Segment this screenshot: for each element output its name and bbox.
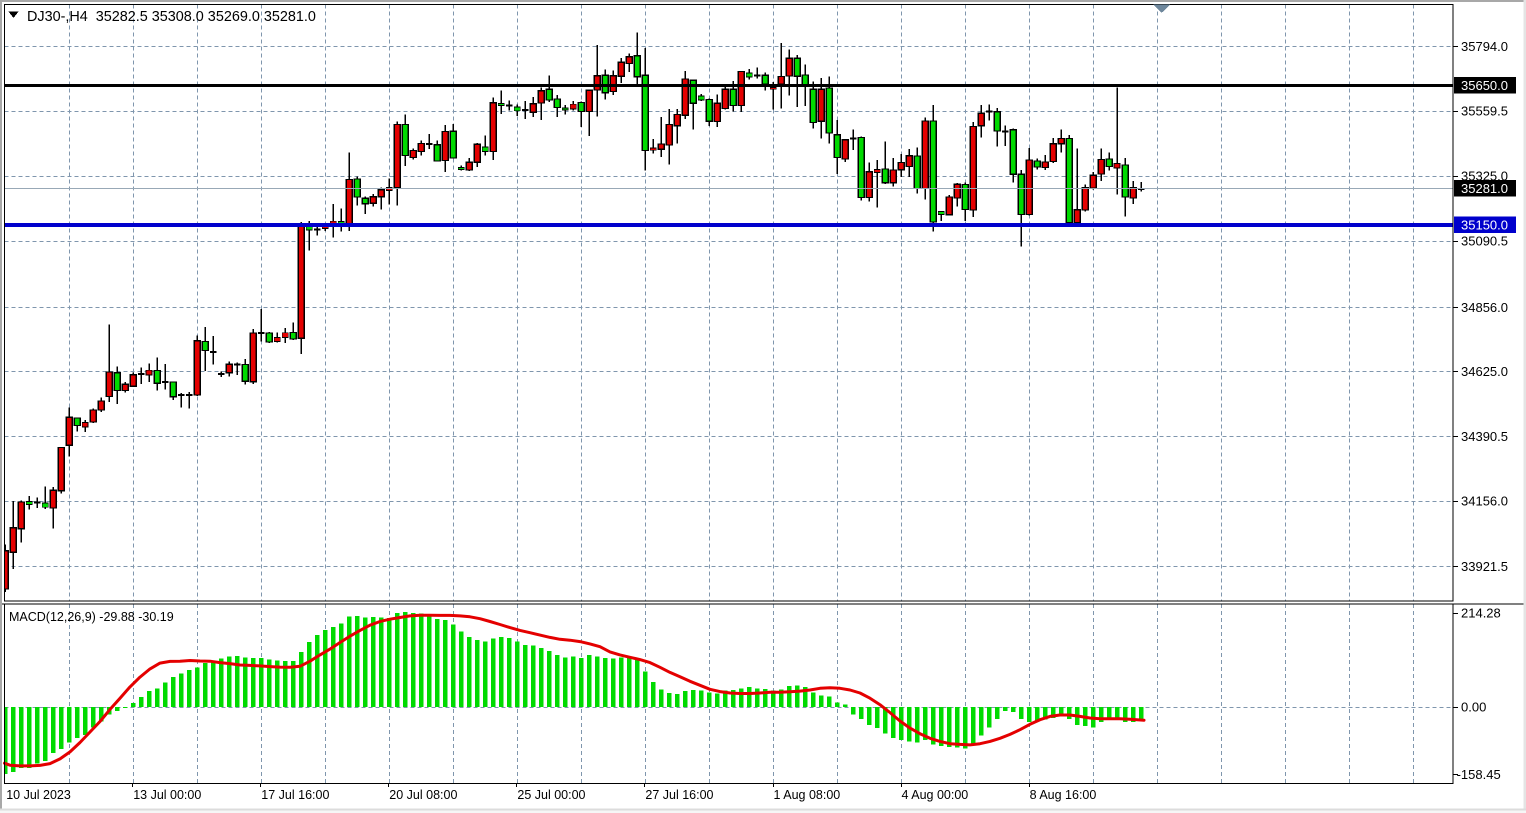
svg-text:MACD(12,26,9) -29.88 -30.19: MACD(12,26,9) -29.88 -30.19: [9, 610, 174, 624]
svg-text:17 Jul 16:00: 17 Jul 16:00: [261, 788, 329, 802]
svg-text:214.28: 214.28: [1461, 606, 1501, 621]
svg-text:0.00: 0.00: [1461, 700, 1486, 715]
svg-text:13 Jul 00:00: 13 Jul 00:00: [133, 788, 201, 802]
svg-text:-158.45: -158.45: [1457, 767, 1501, 782]
svg-text:20 Jul 08:00: 20 Jul 08:00: [389, 788, 457, 802]
svg-text:4 Aug 00:00: 4 Aug 00:00: [902, 788, 969, 802]
svg-text:10 Jul 2023: 10 Jul 2023: [6, 788, 71, 802]
svg-text:1 Aug 08:00: 1 Aug 08:00: [774, 788, 841, 802]
svg-text:34625.0: 34625.0: [1461, 364, 1508, 379]
svg-text:35559.5: 35559.5: [1461, 104, 1508, 119]
svg-text:35150.0: 35150.0: [1461, 218, 1508, 233]
svg-text:35281.0: 35281.0: [1461, 181, 1508, 196]
svg-text:35325.0: 35325.0: [1461, 168, 1508, 183]
svg-text:25 Jul 00:00: 25 Jul 00:00: [517, 788, 585, 802]
svg-text:27 Jul 16:00: 27 Jul 16:00: [645, 788, 713, 802]
svg-text:33921.5: 33921.5: [1461, 559, 1508, 574]
svg-text:8 Aug 16:00: 8 Aug 16:00: [1030, 788, 1097, 802]
svg-text:34156.0: 34156.0: [1461, 494, 1508, 509]
svg-text:35650.0: 35650.0: [1461, 78, 1508, 93]
svg-text:DJ30-,H4 35282.5 35308.0 3526: DJ30-,H4 35282.5 35308.0 35269.0 35281.0: [27, 9, 316, 25]
svg-text:35794.0: 35794.0: [1461, 39, 1508, 54]
svg-text:34390.5: 34390.5: [1461, 429, 1508, 444]
svg-text:34856.0: 34856.0: [1461, 300, 1508, 315]
svg-text:35090.5: 35090.5: [1461, 234, 1508, 249]
